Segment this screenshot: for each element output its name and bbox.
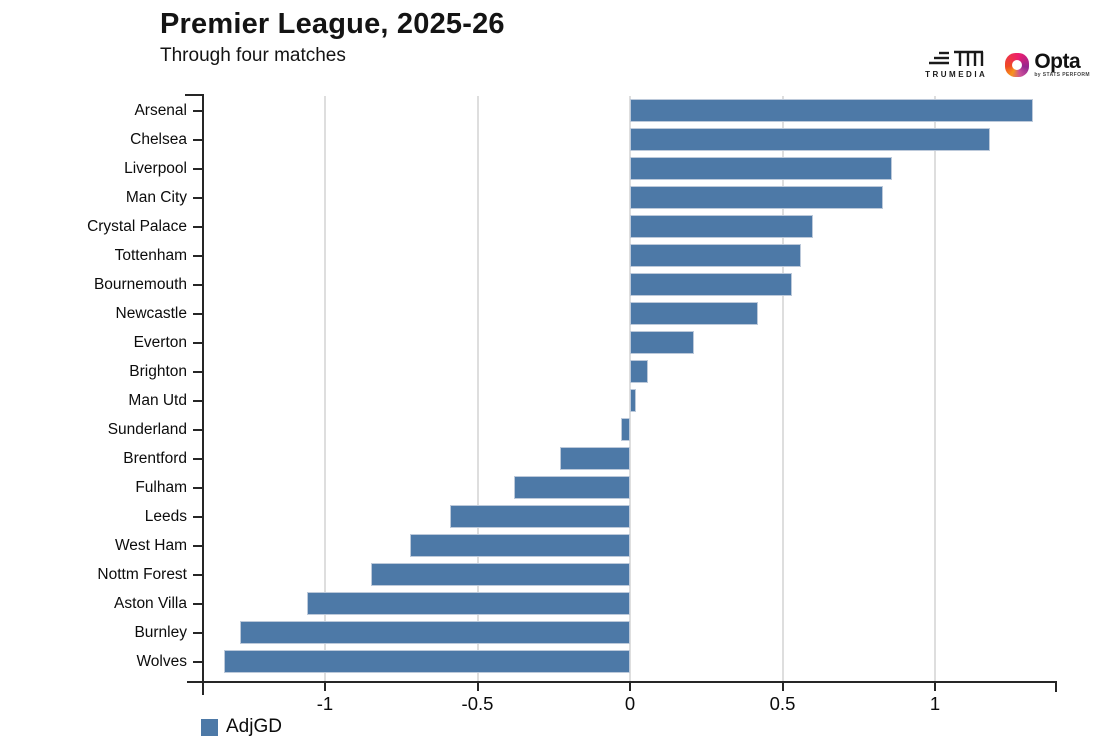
gridline xyxy=(781,96,784,681)
bar xyxy=(239,621,630,644)
y-axis-tick xyxy=(193,544,203,547)
y-axis-label: Fulham xyxy=(135,478,187,496)
x-axis-tick xyxy=(629,681,631,691)
y-axis-end-tick xyxy=(185,94,203,96)
y-axis-label: Man City xyxy=(125,188,187,206)
y-axis-label: Arsenal xyxy=(134,101,187,119)
x-axis-tick xyxy=(934,681,936,691)
y-axis-label: Bournemouth xyxy=(93,275,187,293)
trumedia-wordmark: TRUMEDIA xyxy=(925,70,988,79)
y-axis-tick xyxy=(193,660,203,663)
bar xyxy=(630,157,893,180)
chart-title: Premier League, 2025-26 xyxy=(160,8,505,40)
y-axis-tick xyxy=(193,573,203,576)
y-axis-line xyxy=(202,94,204,695)
opta-logo: Opta by STATS PERFORM xyxy=(1005,51,1090,78)
trumedia-logo: TRUMEDIA xyxy=(925,50,987,79)
y-axis-tick xyxy=(193,254,203,257)
y-axis-tick xyxy=(193,457,203,460)
y-axis-tick xyxy=(193,515,203,518)
bar xyxy=(630,244,801,267)
x-axis-line xyxy=(187,681,1057,683)
y-axis-label: Liverpool xyxy=(124,159,187,177)
bar xyxy=(630,128,990,151)
y-axis-tick xyxy=(193,602,203,605)
y-axis-label: Sunderland xyxy=(107,420,187,438)
x-axis-end-tick xyxy=(1055,681,1057,692)
gridline xyxy=(629,96,631,681)
y-axis-tick xyxy=(193,167,203,170)
legend-swatch xyxy=(201,718,218,736)
y-axis-label: Wolves xyxy=(136,652,187,670)
bar xyxy=(630,360,649,383)
x-axis-tick xyxy=(324,681,326,691)
bar xyxy=(630,215,813,238)
y-axis-label: Chelsea xyxy=(130,130,187,148)
chart-subtitle: Through four matches xyxy=(160,45,346,66)
gridline xyxy=(324,96,326,681)
y-axis-tick xyxy=(193,341,203,344)
y-axis-label: Nottm Forest xyxy=(97,565,187,583)
y-axis-tick xyxy=(193,225,203,228)
y-axis-label: Brighton xyxy=(129,362,187,380)
y-axis-tick xyxy=(193,283,203,286)
bar xyxy=(630,273,792,296)
y-axis-label: Brentford xyxy=(123,449,187,467)
gridline xyxy=(476,96,479,681)
bar xyxy=(224,650,630,673)
bar xyxy=(559,447,630,470)
y-axis-tick xyxy=(193,196,203,199)
bar xyxy=(630,186,884,209)
bar xyxy=(630,331,695,354)
bar xyxy=(450,505,630,528)
y-axis-tick xyxy=(193,370,203,373)
y-axis-label: Tottenham xyxy=(114,246,187,264)
bar xyxy=(410,534,630,557)
x-axis-tick-label: 0 xyxy=(624,693,636,714)
legend-label: AdjGD xyxy=(226,716,282,737)
bar xyxy=(630,302,759,325)
y-axis-label: West Ham xyxy=(114,536,187,554)
x-axis-tick-label: -0.5 xyxy=(461,693,494,714)
x-axis-tick-label: 1 xyxy=(929,693,941,714)
y-axis-label: Everton xyxy=(133,333,187,351)
y-axis-tick xyxy=(193,138,203,141)
opta-statsperform-label: by STATS PERFORM xyxy=(1034,72,1090,78)
x-axis-tick xyxy=(476,681,479,691)
y-axis-tick xyxy=(193,312,203,315)
y-axis-label: Leeds xyxy=(144,507,187,525)
bar xyxy=(370,563,630,586)
y-axis-label: Man Utd xyxy=(128,391,187,409)
bar xyxy=(630,99,1033,122)
trumedia-mark-icon xyxy=(929,50,984,66)
opta-ring-icon xyxy=(1005,52,1030,77)
x-axis-tick xyxy=(781,681,784,691)
y-axis-label: Newcastle xyxy=(115,304,188,322)
bar xyxy=(630,389,637,412)
legend: AdjGD xyxy=(201,716,282,738)
y-axis-label: Aston Villa xyxy=(114,594,187,612)
opta-wordmark: Opta xyxy=(1034,50,1081,73)
brand-logos: TRUMEDIA Opta by STATS PERFORM xyxy=(925,50,1090,79)
y-axis-tick xyxy=(193,631,203,634)
y-axis-tick xyxy=(193,399,203,402)
bar xyxy=(620,418,630,441)
bar xyxy=(514,476,630,499)
x-axis-tick-label: 0.5 xyxy=(769,693,796,714)
bar xyxy=(306,592,630,615)
y-axis-tick xyxy=(193,109,203,112)
chart-header: Premier League, 2025-26 Through four mat… xyxy=(160,8,505,67)
y-axis-label: Burnley xyxy=(134,623,187,641)
y-axis-label: Crystal Palace xyxy=(87,217,187,235)
y-axis-tick xyxy=(193,486,203,489)
y-axis-tick xyxy=(193,428,203,431)
x-axis-tick-label: -1 xyxy=(316,693,334,714)
gridline xyxy=(934,96,936,681)
